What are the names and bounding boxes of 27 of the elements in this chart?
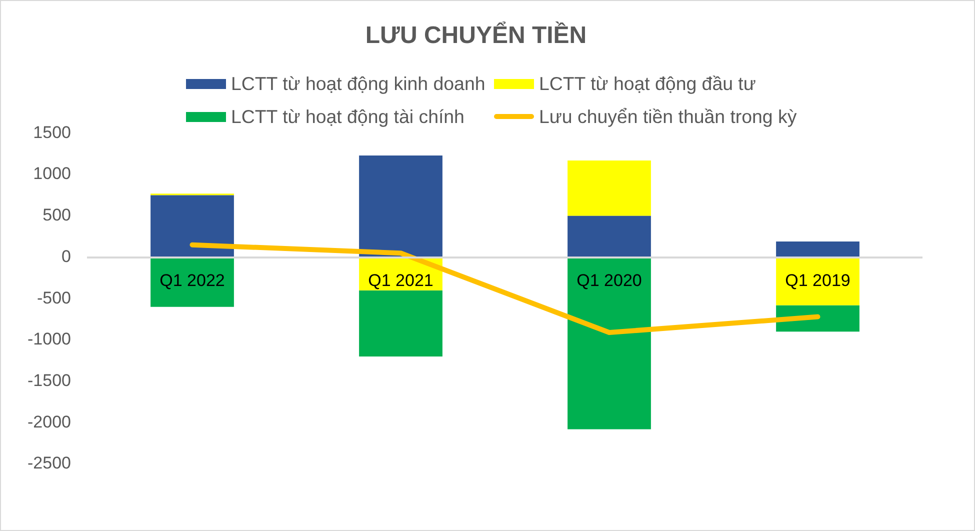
legend-label: LCTT từ hoạt động đầu tư <box>539 73 756 94</box>
x-tick-label: Q1 2019 <box>785 271 850 290</box>
bar <box>359 290 442 356</box>
bar <box>568 257 651 430</box>
bar <box>776 305 860 332</box>
y-tick-label: 0 <box>62 246 71 266</box>
x-tick-label: Q1 2020 <box>576 271 642 290</box>
y-tick-label: -1500 <box>28 370 71 390</box>
legend-label: LCTT từ hoạt động kinh doanh <box>231 73 486 94</box>
y-tick-label: 1500 <box>33 122 71 142</box>
bar <box>568 160 651 216</box>
y-tick-label: -2000 <box>28 412 71 432</box>
y-tick-label: -2500 <box>28 454 71 473</box>
bar <box>568 216 651 258</box>
bar <box>150 257 234 307</box>
x-tick-label: Q1 2021 <box>368 271 434 290</box>
bar <box>359 156 442 258</box>
y-tick-label: -1000 <box>28 330 71 349</box>
y-tick-label: -500 <box>36 288 71 308</box>
chart-title: LƯU CHUYỂN TIỀN <box>364 21 588 51</box>
y-tick-label: 1000 <box>33 164 71 184</box>
y-tick-label: 500 <box>42 206 71 225</box>
x-tick-label: Q1 2022 <box>160 271 225 290</box>
legend-label: LCTT từ hoạt động tài chính <box>231 106 464 127</box>
legend-label: Lưu chuyển tiền thuần trong kỳ <box>539 106 797 127</box>
bar <box>150 195 234 258</box>
bar <box>776 242 860 258</box>
